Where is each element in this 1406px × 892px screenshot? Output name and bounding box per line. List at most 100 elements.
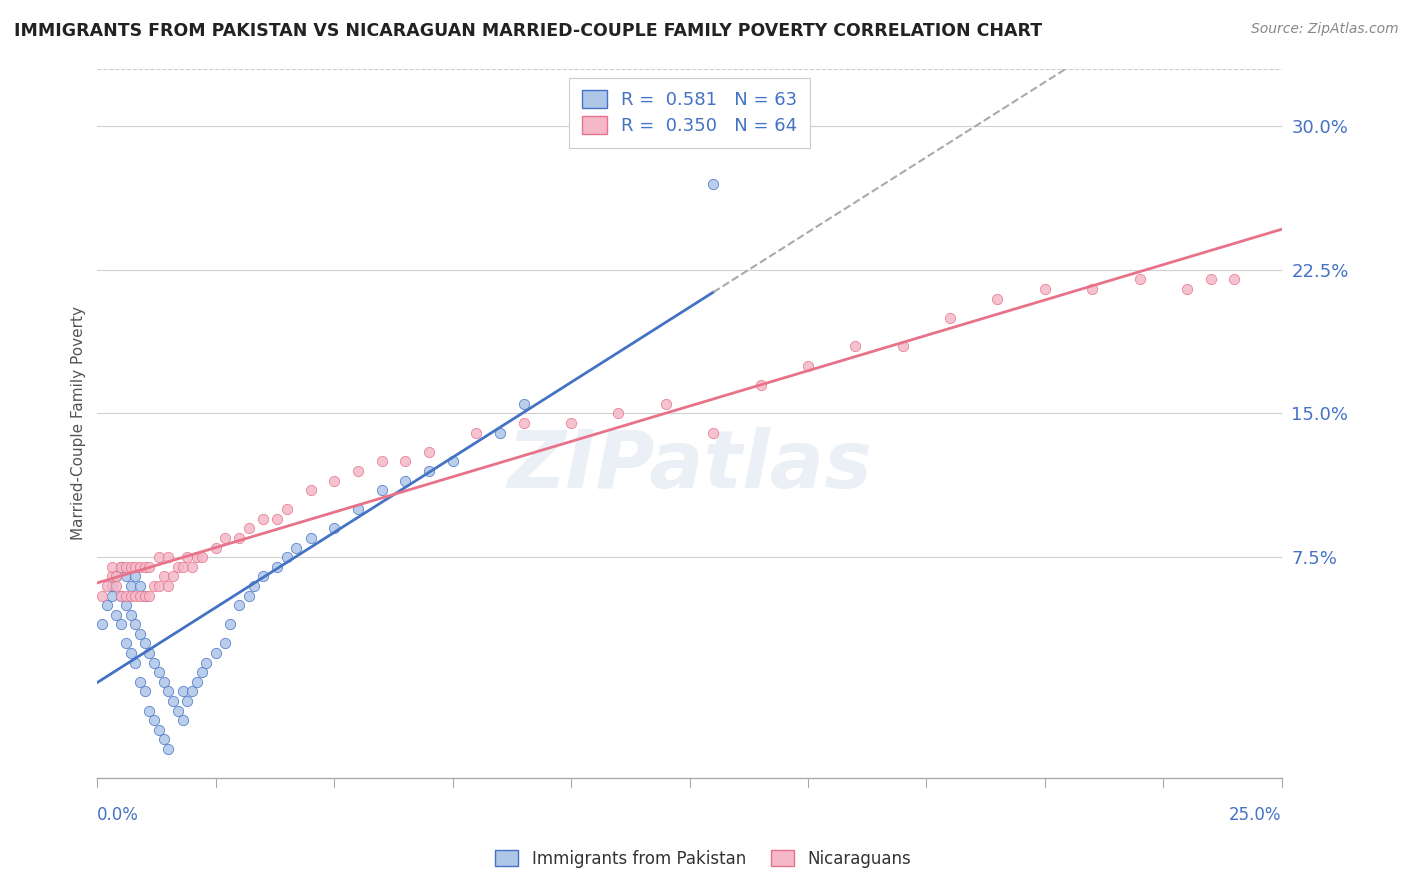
- Point: [285, 541, 308, 555]
- Point: [749, 377, 772, 392]
- Point: [134, 684, 156, 698]
- Text: Source: ZipAtlas.com: Source: ZipAtlas.com: [1251, 22, 1399, 37]
- Point: [110, 617, 132, 632]
- Point: [138, 646, 160, 660]
- Point: [252, 569, 274, 583]
- Point: [214, 531, 236, 545]
- Point: [172, 559, 194, 574]
- Point: [162, 694, 184, 708]
- Point: [114, 636, 136, 650]
- Point: [120, 589, 142, 603]
- Point: [702, 425, 724, 440]
- Legend: Immigrants from Pakistan, Nicaraguans: Immigrants from Pakistan, Nicaraguans: [488, 844, 918, 875]
- Point: [105, 569, 128, 583]
- Point: [100, 569, 122, 583]
- Point: [91, 617, 114, 632]
- Point: [120, 579, 142, 593]
- Point: [214, 636, 236, 650]
- Point: [204, 646, 226, 660]
- Point: [100, 559, 122, 574]
- Text: 0.0%: 0.0%: [97, 806, 139, 824]
- Point: [176, 550, 198, 565]
- Point: [512, 416, 534, 430]
- Y-axis label: Married-Couple Family Poverty: Married-Couple Family Poverty: [72, 306, 86, 540]
- Point: [172, 684, 194, 698]
- Point: [607, 407, 630, 421]
- Point: [394, 454, 416, 468]
- Point: [124, 617, 146, 632]
- Point: [252, 512, 274, 526]
- Point: [190, 550, 212, 565]
- Point: [512, 397, 534, 411]
- Text: ZIPatlas: ZIPatlas: [508, 426, 872, 505]
- Text: 25.0%: 25.0%: [1229, 806, 1282, 824]
- Point: [129, 674, 152, 689]
- Point: [148, 550, 170, 565]
- Point: [1223, 272, 1246, 286]
- Point: [167, 704, 190, 718]
- Point: [347, 502, 370, 516]
- Point: [152, 674, 174, 689]
- Point: [323, 521, 346, 535]
- Point: [891, 339, 914, 353]
- Point: [157, 684, 180, 698]
- Point: [418, 445, 440, 459]
- Point: [465, 425, 488, 440]
- Point: [120, 607, 142, 622]
- Point: [299, 483, 322, 498]
- Point: [190, 665, 212, 680]
- Point: [167, 559, 190, 574]
- Point: [195, 656, 218, 670]
- Point: [134, 589, 156, 603]
- Point: [138, 589, 160, 603]
- Point: [143, 579, 166, 593]
- Point: [96, 598, 118, 612]
- Point: [129, 627, 152, 641]
- Point: [347, 464, 370, 478]
- Point: [114, 569, 136, 583]
- Point: [129, 579, 152, 593]
- Point: [181, 559, 204, 574]
- Point: [157, 550, 180, 565]
- Point: [1199, 272, 1222, 286]
- Point: [1129, 272, 1152, 286]
- Point: [105, 607, 128, 622]
- Point: [238, 521, 260, 535]
- Point: [100, 589, 122, 603]
- Point: [91, 589, 114, 603]
- Point: [129, 559, 152, 574]
- Point: [138, 704, 160, 718]
- Point: [1175, 282, 1198, 296]
- Point: [441, 454, 464, 468]
- Point: [100, 579, 122, 593]
- Point: [242, 579, 264, 593]
- Point: [148, 579, 170, 593]
- Point: [114, 559, 136, 574]
- Point: [96, 579, 118, 593]
- Point: [134, 636, 156, 650]
- Point: [110, 589, 132, 603]
- Point: [105, 579, 128, 593]
- Point: [276, 502, 298, 516]
- Point: [114, 589, 136, 603]
- Point: [143, 656, 166, 670]
- Point: [228, 531, 250, 545]
- Point: [157, 579, 180, 593]
- Point: [105, 569, 128, 583]
- Point: [844, 339, 866, 353]
- Point: [134, 589, 156, 603]
- Point: [219, 617, 242, 632]
- Point: [138, 559, 160, 574]
- Point: [110, 559, 132, 574]
- Point: [186, 550, 208, 565]
- Point: [228, 598, 250, 612]
- Point: [655, 397, 678, 411]
- Point: [152, 569, 174, 583]
- Point: [124, 559, 146, 574]
- Point: [110, 589, 132, 603]
- Point: [148, 665, 170, 680]
- Point: [124, 569, 146, 583]
- Point: [120, 559, 142, 574]
- Point: [238, 589, 260, 603]
- Point: [370, 483, 392, 498]
